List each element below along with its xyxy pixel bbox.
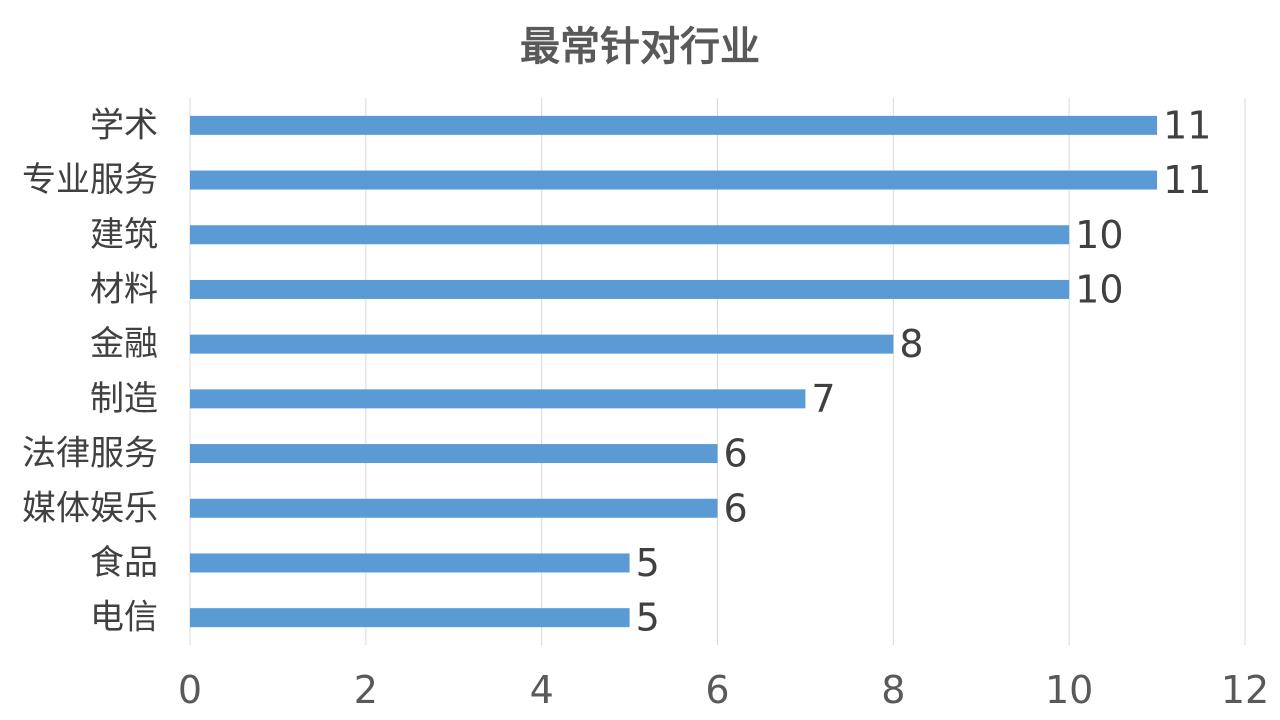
data-label: 6 — [724, 486, 748, 530]
x-tick-labels: 0 2 4 6 8 10 12 — [178, 668, 1269, 712]
data-label: 5 — [636, 541, 660, 585]
data-label: 11 — [1163, 103, 1211, 147]
data-label: 10 — [1075, 267, 1123, 311]
x-tick-label: 8 — [881, 668, 905, 712]
category-label: 学术 — [90, 105, 158, 145]
category-label: 建筑 — [90, 215, 158, 255]
bar — [190, 334, 894, 354]
x-tick-label: 2 — [354, 668, 378, 712]
data-label: 5 — [636, 596, 660, 640]
category-label: 制造 — [90, 379, 158, 419]
bar — [190, 498, 718, 518]
category-label: 金融 — [90, 324, 158, 364]
category-label: 食品 — [90, 543, 158, 583]
bar — [190, 553, 630, 573]
data-label: 6 — [724, 432, 748, 476]
x-tick-label: 10 — [1045, 668, 1093, 712]
x-tick-label: 12 — [1221, 668, 1269, 712]
category-label: 材料 — [90, 269, 158, 309]
bar — [190, 444, 718, 464]
data-label: 7 — [811, 377, 835, 421]
bar — [190, 389, 806, 409]
x-tick-label: 6 — [705, 668, 729, 712]
chart-title: 最常针对行业 — [520, 24, 760, 70]
category-label: 电信 — [90, 598, 158, 638]
data-label: 10 — [1075, 213, 1123, 257]
data-label: 11 — [1163, 158, 1211, 202]
x-tick-label: 4 — [530, 668, 554, 712]
bar — [190, 115, 1158, 135]
category-label: 法律服务 — [22, 434, 158, 474]
data-label: 8 — [899, 322, 923, 366]
bars — [190, 115, 1158, 628]
bar — [190, 279, 1070, 299]
category-label: 专业服务 — [22, 160, 158, 200]
bar — [190, 608, 630, 628]
category-label: 媒体娱乐 — [22, 488, 158, 528]
bar — [190, 225, 1070, 245]
x-tick-label: 0 — [178, 668, 202, 712]
value-labels: 11 11 10 10 8 7 6 6 5 5 — [636, 103, 1212, 639]
bar — [190, 170, 1158, 190]
